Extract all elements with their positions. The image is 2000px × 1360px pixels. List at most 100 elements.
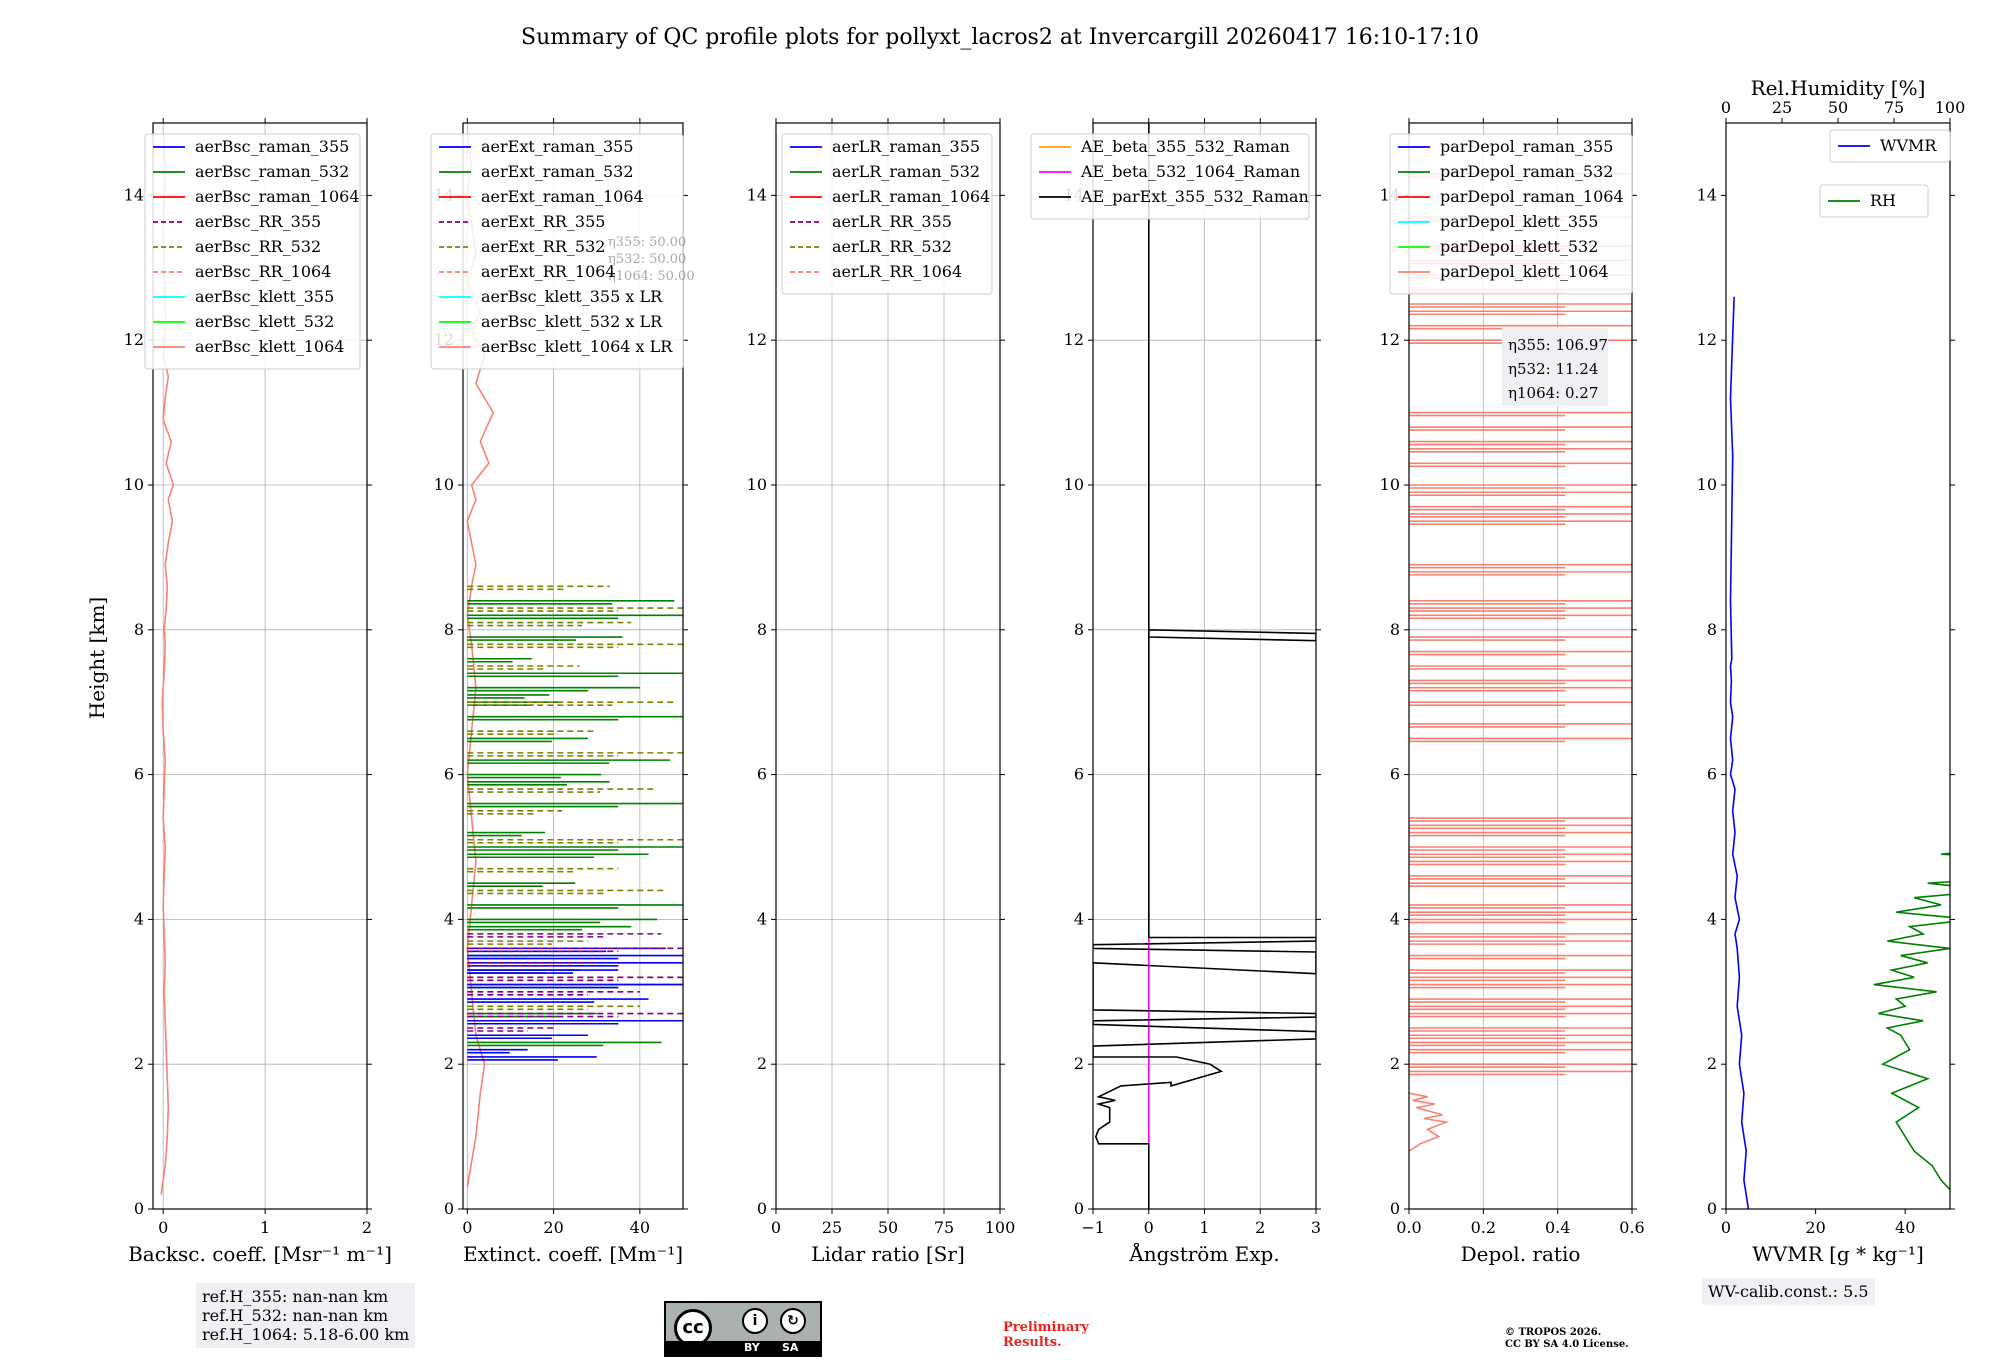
preliminary-line-2: Results. — [1003, 1335, 1062, 1350]
y-tick-label: 6 — [1390, 765, 1400, 784]
panel-4: −1012302468101214Ångström Exp.AE_beta_35… — [1030, 118, 1321, 1266]
copyright-line-1: © TROPOS 2026. — [1505, 1327, 1602, 1338]
legend-label: aerBsc_RR_532 — [195, 237, 321, 256]
legend-label: parDepol_klett_355 — [1440, 212, 1598, 231]
y-tick-label: 6 — [757, 765, 767, 784]
y-tick-label: 12 — [1380, 330, 1400, 349]
y-tick-label: 2 — [1390, 1054, 1400, 1073]
y-tick-label: 0 — [134, 1199, 144, 1218]
legend-box — [430, 133, 684, 370]
x-tick-label: 1 — [1199, 1218, 1209, 1237]
top-x-tick-label: 25 — [1772, 98, 1792, 117]
series-wvmr — [1729, 296, 1750, 1209]
y-tick-label: 14 — [1697, 185, 1717, 204]
legend-label: aerExt_raman_1064 — [481, 187, 644, 206]
ref-height-355: ref.H_355: nan-nan km — [202, 1287, 389, 1306]
y-tick-label: 14 — [747, 185, 767, 204]
y-tick-label: 0 — [1707, 1199, 1717, 1218]
series-rh — [1873, 852, 1950, 1191]
y-tick-label: 10 — [124, 475, 144, 494]
wv-calibration-constant: WV-calib.const.: 5.5 — [1708, 1282, 1869, 1301]
legend-label: aerBsc_RR_1064 — [195, 262, 331, 281]
top-x-tick-label: 50 — [1828, 98, 1848, 117]
y-tick-label: 14 — [124, 185, 144, 204]
legend-label: aerLR_raman_532 — [832, 162, 980, 181]
y-tick-label: 0 — [1390, 1199, 1400, 1218]
cc-by-sa-license-badge[interactable]: cc i ↻ BY SA — [664, 1301, 822, 1357]
y-tick-label: 8 — [1707, 620, 1717, 639]
axes-frame — [1725, 122, 1951, 1210]
legend: aerBsc_raman_355 aerBsc_raman_532 aerBsc_r… — [144, 133, 361, 370]
legend-box — [1030, 133, 1310, 220]
legend: WVMR RH — [1819, 129, 1951, 218]
legend-box — [1829, 129, 1951, 163]
legend-label: parDepol_raman_1064 — [1440, 187, 1624, 206]
legend-label: WVMR — [1880, 136, 1937, 155]
x-tick-label: 20 — [1805, 1218, 1825, 1237]
legend-label: aerExt_raman_355 — [481, 137, 634, 156]
x-tick-label: 2 — [1255, 1218, 1265, 1237]
series-pardepol-klett-1064 — [1409, 172, 1632, 1076]
legend-label: aerLR_RR_532 — [832, 237, 952, 256]
series-aerext-rr-532 — [467, 585, 683, 1011]
y-tick-label: 4 — [1707, 909, 1717, 928]
x-tick-label: 0 — [771, 1218, 781, 1237]
x-tick-label: 0.0 — [1396, 1218, 1421, 1237]
share-alike-icon: ↻ — [780, 1308, 806, 1334]
grid — [1092, 123, 1317, 1210]
x-axis-label: Lidar ratio [Sr] — [811, 1242, 965, 1266]
x-tick-label: 20 — [543, 1218, 563, 1237]
legend-label: aerExt_RR_1064 — [481, 262, 616, 281]
y-tick-label: 2 — [757, 1054, 767, 1073]
series-aerext-rr-355 — [467, 933, 683, 1032]
legend-box — [781, 133, 993, 295]
legend-label: parDepol_klett_532 — [1440, 237, 1598, 256]
legend-label: aerBsc_raman_355 — [195, 137, 349, 156]
by-label: BY — [744, 1341, 760, 1354]
x-tick-label: 100 — [985, 1218, 1016, 1237]
x-tick-label: 0 — [1721, 1218, 1731, 1237]
x-tick-label: −1 — [1081, 1218, 1105, 1237]
x-axis-label: WVMR [g * kg⁻¹] — [1752, 1242, 1924, 1266]
legend-label: aerBsc_raman_532 — [195, 162, 349, 181]
y-tick-label: 10 — [747, 475, 767, 494]
y-tick-label: 10 — [1697, 475, 1717, 494]
y-tick-label: 6 — [1074, 765, 1084, 784]
legend: aerExt_raman_355 aerExt_raman_532 aerExt_r… — [430, 133, 684, 370]
series-group — [1729, 296, 1950, 1209]
axes-frame — [152, 122, 368, 1210]
legend-label: aerLR_raman_1064 — [832, 187, 990, 206]
x-tick-label: 0 — [158, 1218, 168, 1237]
depol-calibration-line: η1064: 0.27 — [1508, 384, 1598, 402]
legend-label: aerLR_RR_1064 — [832, 262, 962, 281]
x-tick-label: 0 — [1144, 1218, 1154, 1237]
panel-5: 0.00.20.40.602468101214Depol. ratioparDe… — [1380, 118, 1645, 1266]
copyright-note: © TROPOS 2026. CC BY SA 4.0 License. — [1505, 1327, 1629, 1351]
y-tick-label: 8 — [134, 620, 144, 639]
y-tick-label: 8 — [1390, 620, 1400, 639]
y-axis-label: Height [km] — [85, 597, 109, 719]
legend-label: parDepol_raman_355 — [1440, 137, 1613, 156]
x-tick-label: 40 — [630, 1218, 650, 1237]
depol-calibration-line: η355: 106.97 — [1508, 336, 1608, 354]
preliminary-line-1: Preliminary — [1003, 1320, 1089, 1335]
legend-label: aerBsc_raman_1064 — [195, 187, 360, 206]
x-tick-label: 0.6 — [1619, 1218, 1644, 1237]
series-aerext-raman-532 — [467, 600, 683, 1047]
legend-label: aerLR_RR_355 — [832, 212, 952, 231]
top-x-tick-label: 100 — [1935, 98, 1966, 117]
y-tick-label: 8 — [1074, 620, 1084, 639]
note-box — [1502, 328, 1608, 406]
y-tick-label: 8 — [757, 620, 767, 639]
x-axis-label: Depol. ratio — [1461, 1242, 1581, 1266]
legend-label: aerBsc_klett_355 — [195, 287, 334, 306]
x-axis-label: Extinct. coeff. [Mm⁻¹] — [463, 1242, 683, 1266]
legend-label: AE_parExt_355_532_Raman — [1080, 187, 1309, 206]
y-tick-label: 12 — [1697, 330, 1717, 349]
y-tick-label: 10 — [434, 475, 454, 494]
y-tick-label: 2 — [1074, 1054, 1084, 1073]
x-tick-label: 2 — [362, 1218, 372, 1237]
